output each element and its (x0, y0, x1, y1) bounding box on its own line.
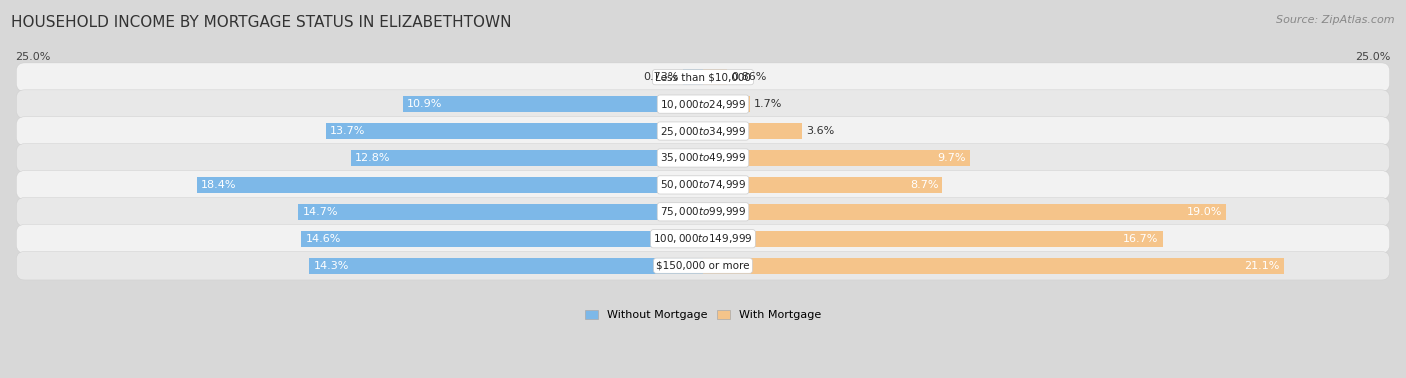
Bar (197, 177, 703, 193)
Bar (703, 69, 727, 85)
Text: 13.7%: 13.7% (330, 126, 366, 136)
Text: 1.7%: 1.7% (754, 99, 782, 109)
Bar (703, 177, 942, 193)
Text: $75,000 to $99,999: $75,000 to $99,999 (659, 205, 747, 218)
Text: 16.7%: 16.7% (1123, 234, 1159, 244)
Bar (309, 257, 703, 274)
Bar (301, 231, 703, 247)
Bar (703, 96, 749, 112)
Text: 10.9%: 10.9% (408, 99, 443, 109)
Bar (703, 231, 1163, 247)
Text: 18.4%: 18.4% (201, 180, 236, 190)
Text: $150,000 or more: $150,000 or more (657, 261, 749, 271)
Bar (703, 123, 801, 139)
Bar (703, 257, 1284, 274)
Text: 8.7%: 8.7% (910, 180, 938, 190)
Text: 21.1%: 21.1% (1244, 261, 1279, 271)
Text: 25.0%: 25.0% (1355, 53, 1391, 62)
Text: $25,000 to $34,999: $25,000 to $34,999 (659, 124, 747, 138)
Text: 3.6%: 3.6% (806, 126, 834, 136)
Text: 14.7%: 14.7% (302, 207, 337, 217)
Text: 0.86%: 0.86% (731, 72, 766, 82)
FancyBboxPatch shape (17, 90, 1389, 118)
Text: 14.3%: 14.3% (314, 261, 349, 271)
FancyBboxPatch shape (17, 225, 1389, 253)
FancyBboxPatch shape (17, 251, 1389, 280)
Bar (703, 150, 970, 166)
FancyBboxPatch shape (17, 198, 1389, 226)
Text: 14.6%: 14.6% (305, 234, 340, 244)
Text: $100,000 to $149,999: $100,000 to $149,999 (654, 232, 752, 245)
Bar (404, 96, 703, 112)
Text: 19.0%: 19.0% (1187, 207, 1222, 217)
Text: HOUSEHOLD INCOME BY MORTGAGE STATUS IN ELIZABETHTOWN: HOUSEHOLD INCOME BY MORTGAGE STATUS IN E… (11, 15, 512, 30)
Text: Less than $10,000: Less than $10,000 (655, 72, 751, 82)
Text: $10,000 to $24,999: $10,000 to $24,999 (659, 98, 747, 111)
Text: 25.0%: 25.0% (15, 53, 51, 62)
Text: 0.73%: 0.73% (644, 72, 679, 82)
Text: $50,000 to $74,999: $50,000 to $74,999 (659, 178, 747, 191)
FancyBboxPatch shape (17, 170, 1389, 199)
Bar (683, 69, 703, 85)
Bar (298, 204, 703, 220)
Text: Source: ZipAtlas.com: Source: ZipAtlas.com (1277, 15, 1395, 25)
Text: 9.7%: 9.7% (938, 153, 966, 163)
Bar (350, 150, 703, 166)
Legend: Without Mortgage, With Mortgage: Without Mortgage, With Mortgage (581, 305, 825, 325)
Bar (326, 123, 703, 139)
FancyBboxPatch shape (17, 117, 1389, 145)
FancyBboxPatch shape (17, 63, 1389, 91)
FancyBboxPatch shape (17, 144, 1389, 172)
Text: $35,000 to $49,999: $35,000 to $49,999 (659, 152, 747, 164)
Text: 12.8%: 12.8% (354, 153, 391, 163)
Bar (703, 204, 1226, 220)
